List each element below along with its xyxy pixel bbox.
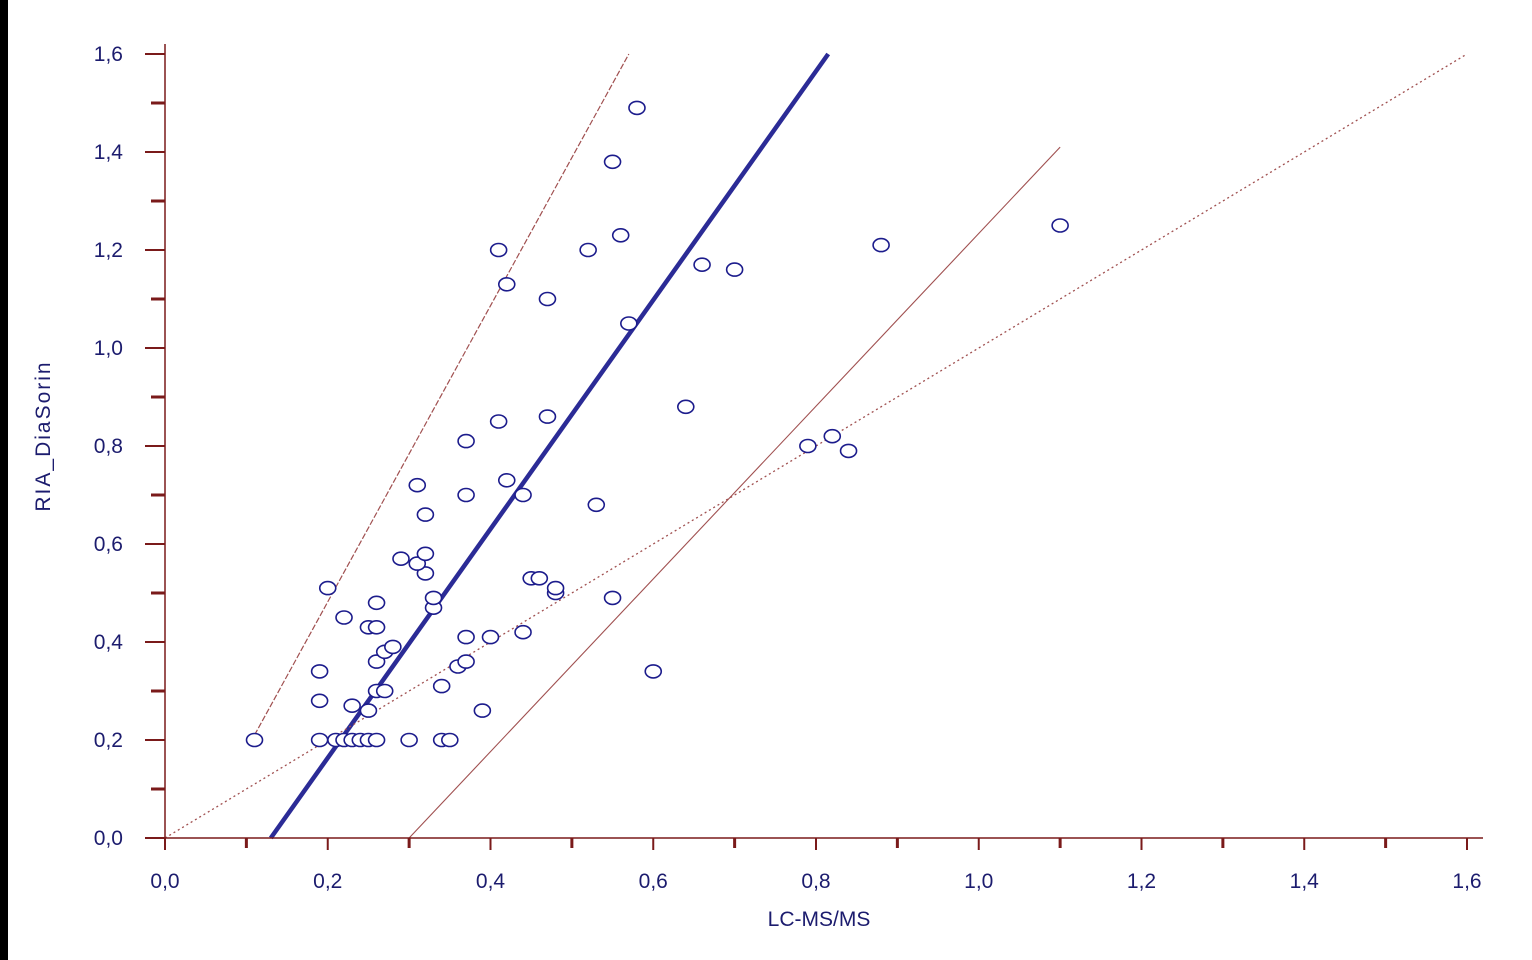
- data-point: [489, 414, 508, 429]
- y-tick-label: 1,6: [94, 43, 123, 66]
- data-point: [514, 624, 532, 640]
- x-axis-title: LC-MS/MS: [768, 908, 871, 931]
- y-tick-label: 1,4: [94, 141, 124, 164]
- data-point: [799, 438, 817, 454]
- y-axis-title: RIA_DiaSorin: [32, 360, 55, 511]
- data-point: [432, 678, 451, 694]
- x-tick-label: 0,8: [801, 870, 830, 893]
- scatter-chart: 0,0 0,2 0,4 0,6 0,8 1,0 1,2 1,4 1,6 0,0 0,2 0,4 0,6…: [32, 43, 1483, 931]
- y-tick-label: 1,2: [94, 239, 123, 262]
- data-point: [310, 664, 329, 679]
- data-point: [872, 237, 890, 253]
- data-point: [359, 703, 378, 718]
- data-point: [245, 732, 264, 748]
- y-tick-label: 0,6: [94, 533, 123, 556]
- identity-line: [164, 53, 1468, 839]
- data-point: [367, 595, 386, 611]
- regression-line: [268, 52, 831, 840]
- data-point: [587, 497, 606, 513]
- data-point: [603, 154, 622, 170]
- x-tick-label: 0,4: [476, 870, 506, 893]
- y-tick-label: 0,8: [94, 435, 123, 458]
- data-point: [644, 664, 663, 679]
- minor-ticks: [151, 101, 1388, 848]
- data-point: [481, 629, 500, 645]
- x-tick-label: 1,6: [1452, 870, 1481, 893]
- data-point: [416, 507, 435, 522]
- y-tick-label: 0,0: [94, 827, 123, 850]
- data-point: [530, 570, 549, 586]
- data-point: [335, 610, 353, 625]
- data-points: [245, 100, 1069, 748]
- data-point: [839, 443, 858, 459]
- data-point: [416, 546, 435, 562]
- data-point: [384, 639, 402, 655]
- plot-panel: 0,0 0,2 0,4 0,6 0,8 1,0 1,2 1,4 1,6 0,0 0,2 0,4 0,6…: [8, 0, 1532, 960]
- data-point: [408, 556, 427, 571]
- data-point: [823, 428, 842, 444]
- data-point: [1051, 218, 1069, 233]
- data-point: [400, 732, 418, 748]
- data-point: [457, 433, 475, 449]
- x-tick-label: 1,2: [1127, 870, 1156, 893]
- data-point: [693, 257, 711, 273]
- x-tick-label: 1,0: [964, 870, 993, 893]
- data-point: [611, 228, 630, 243]
- data-point: [457, 487, 475, 503]
- data-point: [367, 619, 386, 635]
- data-point: [514, 487, 532, 503]
- data-point: [725, 262, 744, 277]
- data-point: [538, 291, 557, 307]
- lower-bound-line: [408, 146, 1061, 839]
- data-point: [318, 580, 337, 596]
- data-point: [473, 703, 492, 718]
- data-point: [489, 242, 508, 258]
- data-point: [676, 399, 695, 415]
- data-point: [620, 316, 638, 331]
- y-tick-label: 0,4: [94, 631, 124, 654]
- data-point: [538, 409, 557, 424]
- data-point: [441, 732, 459, 748]
- x-axis-ticks: 0,0 0,2 0,4 0,6 0,8 1,0 1,2 1,4 1,6: [150, 838, 1482, 893]
- data-point: [408, 477, 427, 493]
- x-tick-label: 0,6: [639, 870, 668, 893]
- data-point: [497, 472, 516, 488]
- data-point: [375, 683, 394, 699]
- data-point: [367, 654, 386, 669]
- data-point: [416, 566, 435, 581]
- data-point: [457, 654, 475, 669]
- data-point: [310, 732, 329, 748]
- data-point: [424, 590, 443, 606]
- data-point: [579, 242, 597, 258]
- data-point: [628, 100, 646, 116]
- data-point: [603, 590, 622, 606]
- data-point: [310, 693, 329, 709]
- data-point: [367, 732, 386, 748]
- y-tick-label: 0,2: [94, 729, 123, 752]
- x-tick-label: 0,0: [150, 870, 179, 893]
- data-point: [392, 551, 410, 567]
- data-point: [457, 629, 475, 645]
- data-point: [497, 276, 516, 292]
- y-tick-label: 1,0: [94, 337, 123, 360]
- y-axis-ticks: 0,0 0,2 0,4 0,6 0,8 1,0 1,2 1,4 1,6: [94, 43, 165, 850]
- upper-bound-line: [253, 53, 630, 736]
- data-point: [343, 698, 361, 714]
- data-point: [546, 580, 565, 596]
- x-tick-label: 1,4: [1290, 870, 1320, 893]
- x-tick-label: 0,2: [313, 870, 342, 893]
